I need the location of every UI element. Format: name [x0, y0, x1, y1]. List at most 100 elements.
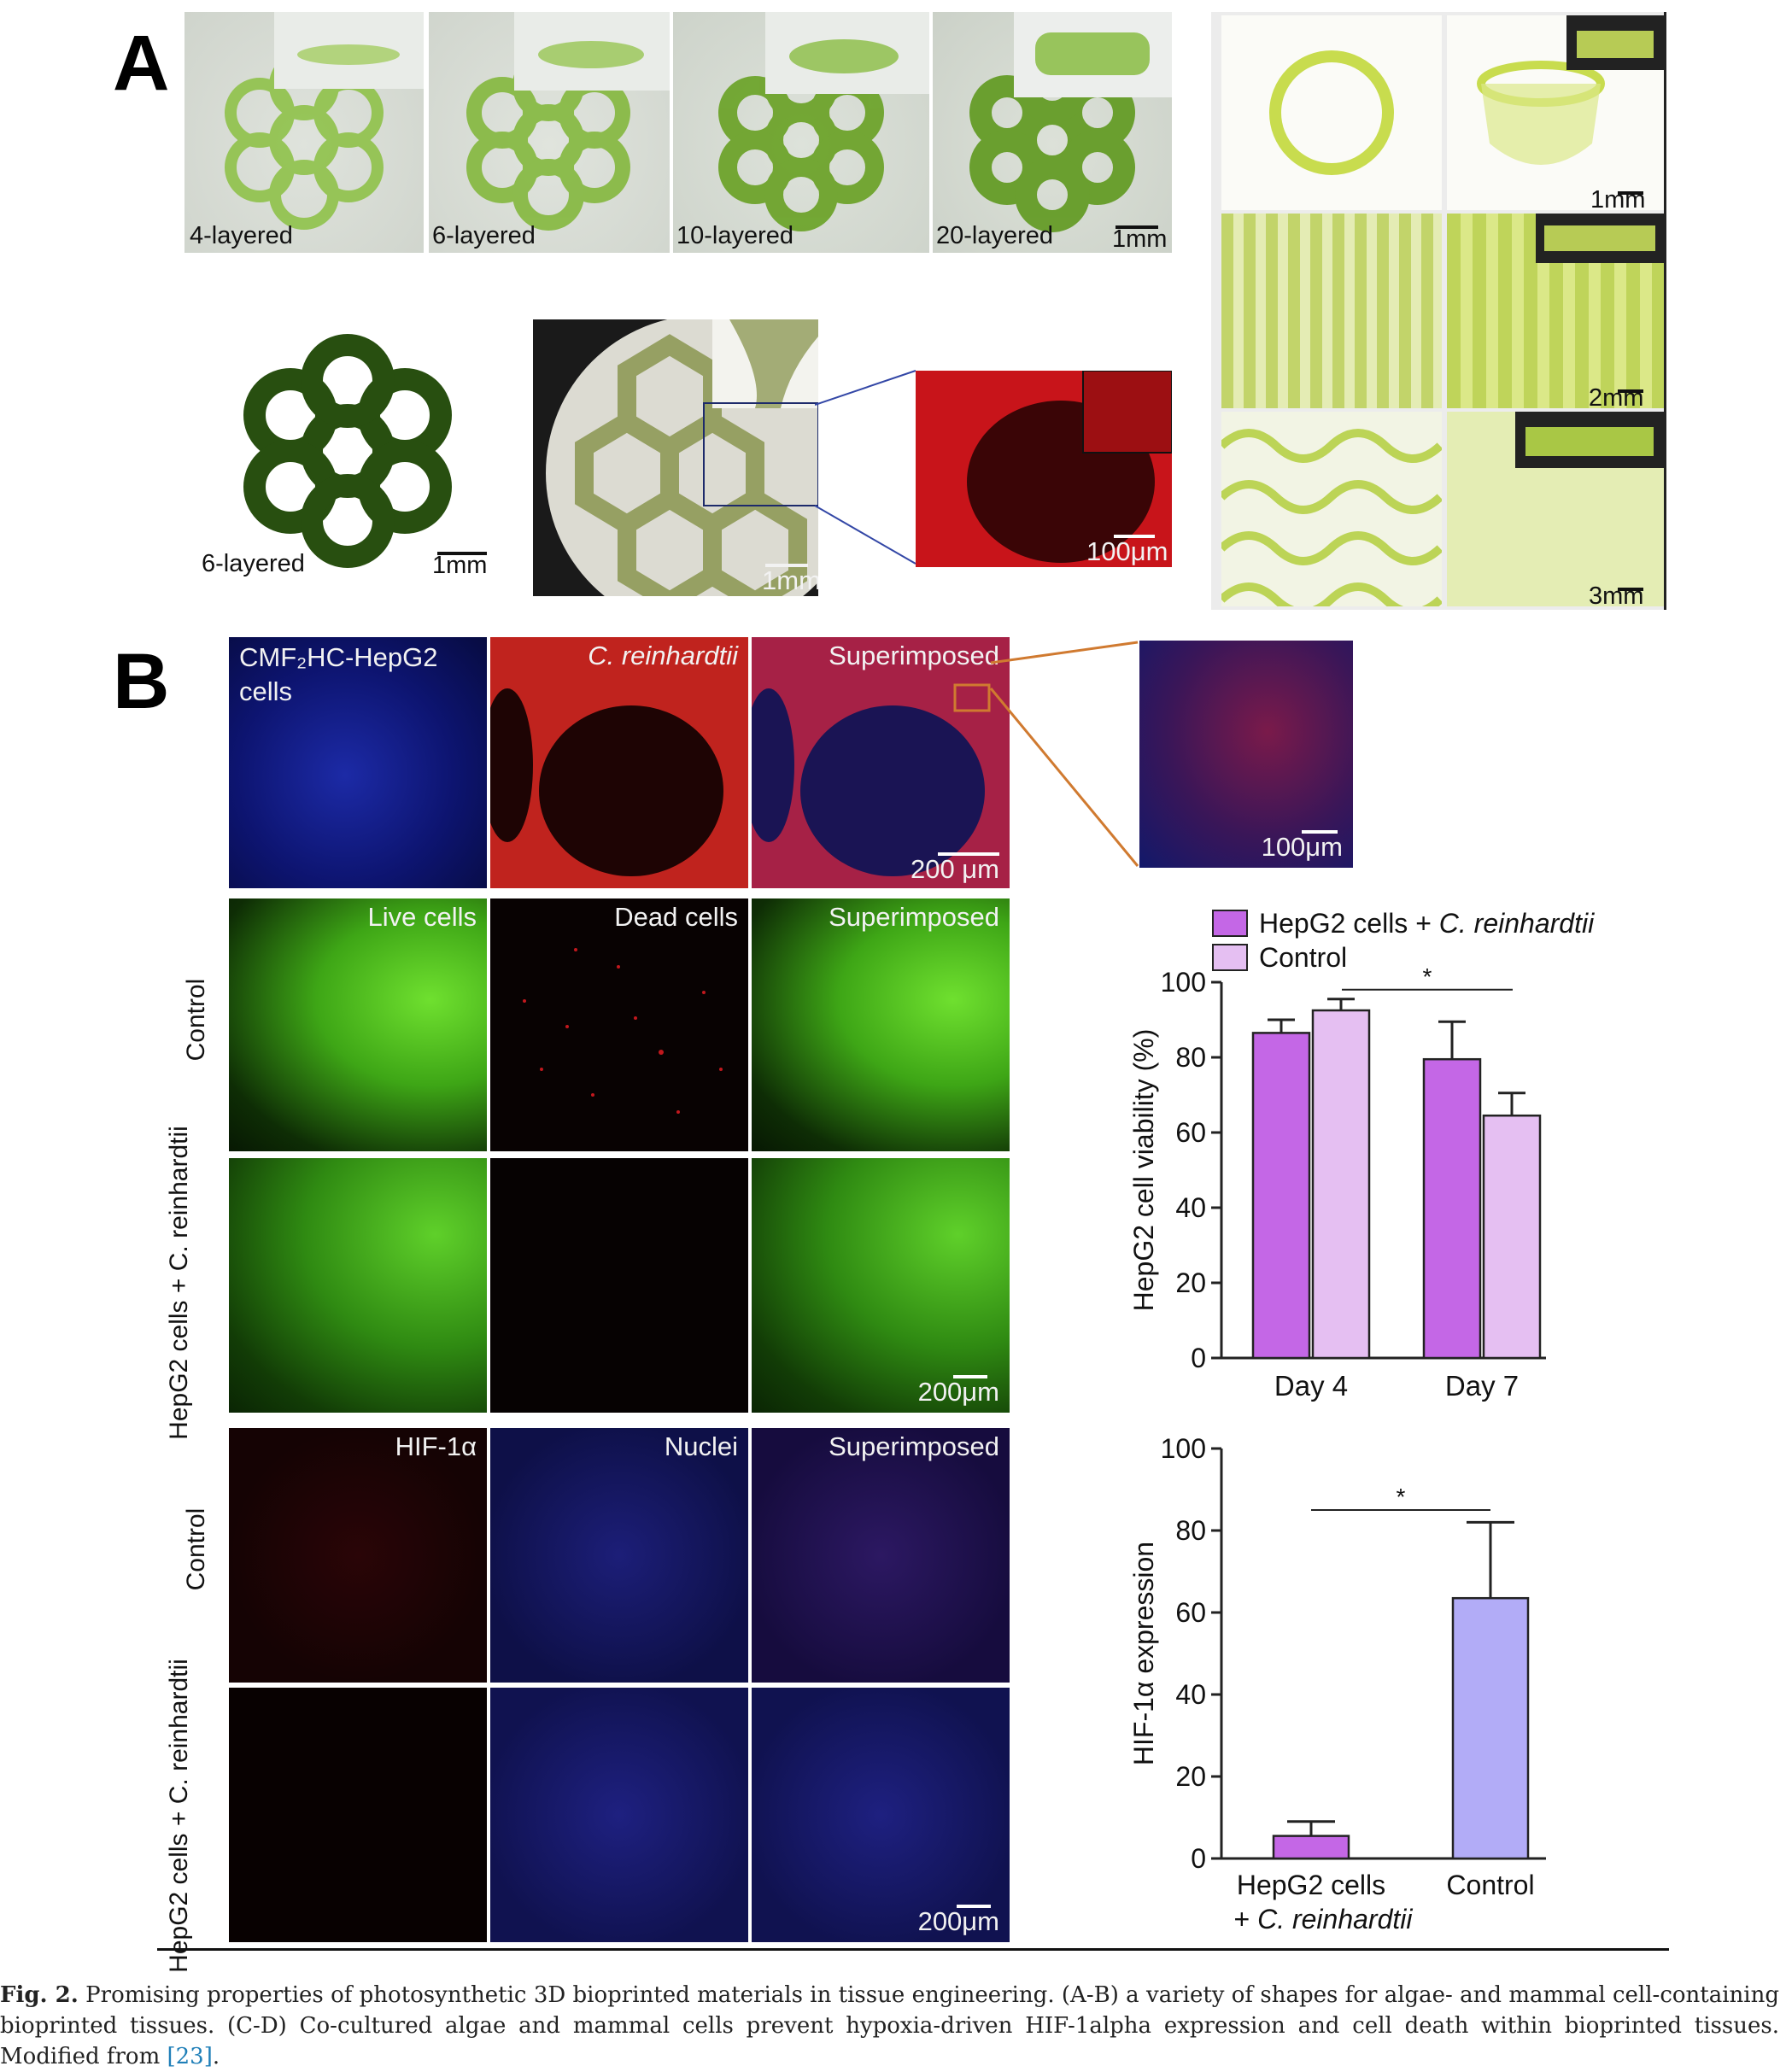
figure-caption: Fig. 2. Promising properties of photosyn… [0, 1980, 1779, 2072]
row-label-hepg2-1: HepG2 cells + C. reinhardtii [165, 1126, 193, 1440]
photo-lattice-3d: 3mm [1447, 412, 1664, 606]
legend-swatch-1 [1212, 910, 1248, 937]
label-6-layered-mid: 6-layered [202, 550, 305, 577]
micro-hif-control: HIF-1α [229, 1428, 487, 1683]
row-label-control-1: Control [182, 978, 210, 1062]
micro-nuclei-control: Nuclei [490, 1428, 748, 1683]
photo-tube: 1mm [1447, 15, 1664, 210]
photo-10-layered: 10-layered [673, 12, 929, 253]
y-axis-label: HepG2 cell viability (%) [1128, 1029, 1159, 1312]
legend-label-2: Control [1259, 942, 1347, 973]
micro-superimposed-3: 200μm [752, 1158, 1010, 1413]
legend-swatch-2 [1212, 944, 1248, 971]
y-tick-label: 20 [1175, 1761, 1206, 1792]
y-tick-label: 0 [1191, 1843, 1206, 1874]
title-dead: Dead cells [614, 902, 738, 932]
scale-bar [953, 1375, 987, 1378]
row-label-hepg2-2: HepG2 cells + C. reinhardtii [165, 1659, 193, 1973]
caption-reference[interactable]: [23] [167, 2044, 213, 2069]
photo-honeycomb-microscope: 1mm [533, 319, 818, 596]
scale-label: 100μm [1086, 536, 1168, 566]
title-hif: HIF-1α [395, 1431, 477, 1461]
bar-day-7-1 [1422, 1057, 1482, 1360]
x-tick-label: Control [1446, 1870, 1534, 1900]
significance-marker: * [1397, 1484, 1406, 1510]
x-tick-label: Day 7 [1445, 1370, 1519, 1402]
panel-label-b: B [113, 638, 170, 725]
zoom-connector [815, 370, 916, 565]
scale-label: 1mm [1590, 186, 1646, 210]
label-10-layered: 10-layered [676, 222, 794, 249]
photo-4-layered: 4-layered [184, 12, 424, 253]
scale-label: 1mm [1112, 225, 1168, 253]
title-superimposed-1: Superimposed [829, 641, 999, 670]
zoom-connector-b [989, 641, 1139, 867]
x-tick-label: Day 4 [1274, 1370, 1348, 1402]
figure-rule [157, 1948, 1669, 1951]
scale-bar [437, 552, 487, 555]
scale-bar [1618, 588, 1643, 591]
title-c-reinhardtii: C. reinhardtii [588, 641, 738, 670]
label-6-layered: 6-layered [432, 222, 536, 249]
bar-1 [1272, 1835, 1350, 1860]
scale-label: 200μm [917, 1906, 999, 1936]
y-tick-label: 40 [1175, 1192, 1206, 1223]
y-tick-label: 60 [1175, 1117, 1206, 1148]
photo-grid-3d: 2mm [1447, 214, 1664, 408]
title-cmf-hepg2: CMF₂HC-HepG2 cells [239, 642, 438, 706]
y-tick-label: 0 [1191, 1343, 1206, 1373]
photo-grid [1221, 214, 1442, 408]
photo-6-layered: 6-layered [429, 12, 670, 253]
scale-label: 200μm [917, 1377, 999, 1407]
photo-red-fluorescence: 100μm [916, 371, 1172, 567]
caption-end: . [212, 2044, 220, 2069]
title-nuclei: Nuclei [664, 1431, 738, 1461]
scale-bar [1618, 191, 1643, 195]
y-tick-label: 100 [1161, 1433, 1206, 1464]
micro-superimposed-5: 200μm [752, 1688, 1010, 1942]
caption-label: Fig. 2. [0, 1982, 79, 2008]
y-tick-label: 80 [1175, 1515, 1206, 1546]
photo-ring [1221, 15, 1442, 210]
micro-superimposed-4: Superimposed [752, 1428, 1010, 1683]
title-superimposed-2: Superimposed [829, 902, 999, 932]
scale-bar [1114, 535, 1155, 538]
title-live: Live cells [367, 902, 477, 932]
scale-label: 1mm [762, 565, 818, 595]
scale-label: 100μm [1261, 832, 1343, 862]
y-axis-label: HIF-1α expression [1128, 1542, 1159, 1765]
scale-bar [1116, 225, 1158, 229]
scale-bar [1618, 389, 1643, 393]
x-tick-label: HepG2 cells + C. reinhardtii [1234, 1870, 1414, 1934]
micro-cmf-hepg2: CMF₂HC-HepG2 cells [229, 637, 487, 888]
significance-marker: * [1423, 963, 1432, 990]
hif-chart: 0 20 40 60 80 100 HIF-1α expression HepG2 cells… [1128, 1433, 1546, 1934]
micro-zoom: 100μm [1139, 641, 1353, 868]
scale-bar [957, 1905, 991, 1908]
micro-superimposed-1: Superimposed 200 μm [752, 637, 1010, 888]
bar-2 [1451, 1596, 1530, 1860]
scale-label: 200 μm [910, 854, 999, 884]
panel-label-a: A [113, 20, 170, 107]
caption-text: Promising properties of photosynthetic 3… [0, 1982, 1780, 2069]
scale-label: 1mm [432, 552, 488, 579]
y-tick-label: 60 [1175, 1597, 1206, 1628]
row-label-control-2: Control [182, 1507, 210, 1591]
scale-bar [938, 852, 999, 856]
label-20-layered: 20-layered [936, 222, 1054, 249]
micro-hif-hepg2 [229, 1688, 487, 1942]
y-tick-label: 80 [1175, 1042, 1206, 1073]
micro-dead-hepg2 [490, 1158, 748, 1413]
scale-label: 2mm [1589, 384, 1644, 408]
micro-nuclei-hepg2 [490, 1688, 748, 1942]
y-tick-label: 20 [1175, 1267, 1206, 1298]
micro-live-hepg2 [229, 1158, 487, 1413]
legend-label-1: HepG2 cells + C. reinhardtii [1259, 908, 1595, 939]
y-tick-label: 40 [1175, 1679, 1206, 1710]
scale-label: 3mm [1589, 582, 1644, 606]
label-4-layered: 4-layered [190, 222, 293, 249]
micro-c-reinhardtii: C. reinhardtii [490, 637, 748, 888]
micro-superimposed-2: Superimposed [752, 898, 1010, 1151]
shapes-grid: 1mm 2mm 3mm [1211, 12, 1666, 610]
